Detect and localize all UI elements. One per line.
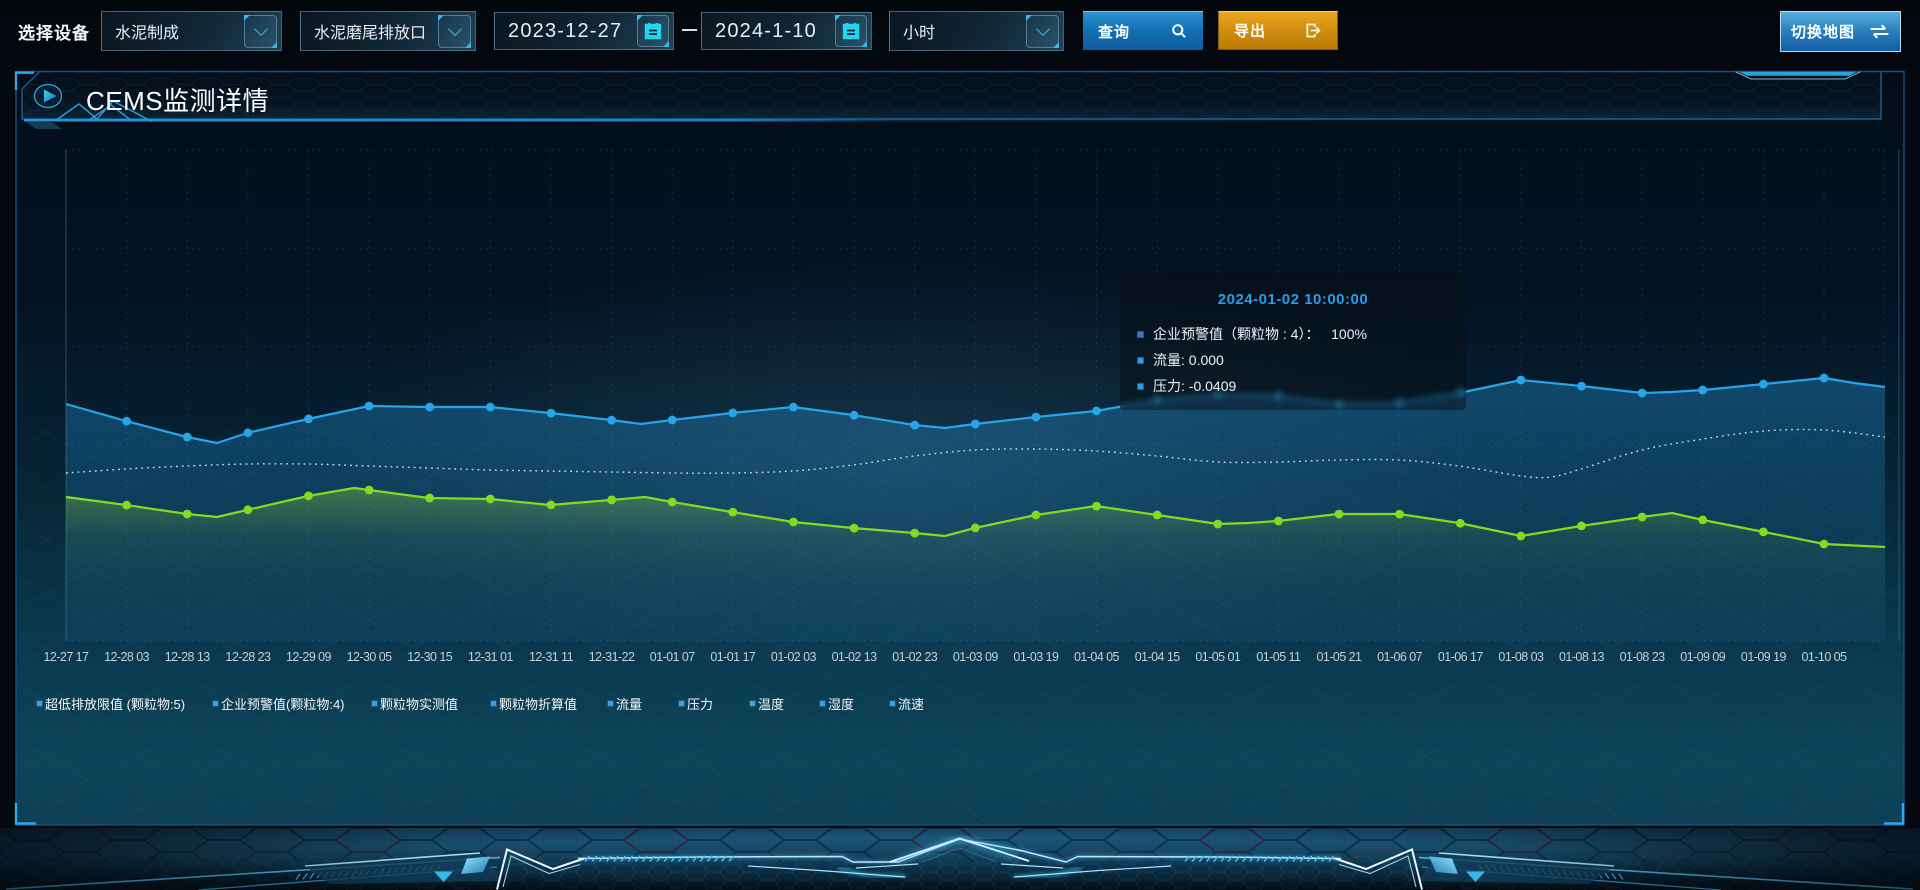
svg-text:01-09 09: 01-09 09 bbox=[1680, 650, 1726, 664]
svg-text:12-28 13: 12-28 13 bbox=[165, 650, 211, 664]
svg-text:01-05 01: 01-05 01 bbox=[1195, 650, 1241, 664]
svg-text:01-08 13: 01-08 13 bbox=[1559, 650, 1605, 664]
svg-text:01-06 17: 01-06 17 bbox=[1438, 650, 1484, 664]
svg-text:01-08 03: 01-08 03 bbox=[1498, 650, 1544, 664]
svg-text:12-28 03: 12-28 03 bbox=[104, 650, 150, 664]
svg-text:01-09 19: 01-09 19 bbox=[1741, 650, 1787, 664]
svg-text:01-05 11: 01-05 11 bbox=[1256, 650, 1301, 664]
svg-text:01-03 09: 01-03 09 bbox=[953, 650, 999, 664]
svg-text:01-10 05: 01-10 05 bbox=[1802, 650, 1848, 664]
svg-text:12-27 17: 12-27 17 bbox=[44, 650, 90, 664]
svg-text:12-31 01: 12-31 01 bbox=[468, 650, 514, 664]
svg-text:01-06 07: 01-06 07 bbox=[1377, 650, 1423, 664]
svg-text:01-02 03: 01-02 03 bbox=[771, 650, 817, 664]
svg-text:01-04 05: 01-04 05 bbox=[1074, 650, 1120, 664]
svg-text:12-29 09: 12-29 09 bbox=[286, 650, 332, 664]
svg-text:01-08 23: 01-08 23 bbox=[1620, 650, 1666, 664]
svg-text:01-02 13: 01-02 13 bbox=[832, 650, 878, 664]
svg-text:12-31 11: 12-31 11 bbox=[529, 650, 574, 664]
svg-text:12-28 23: 12-28 23 bbox=[225, 650, 271, 664]
svg-text:01-01 07: 01-01 07 bbox=[650, 650, 696, 664]
svg-text:01-01 17: 01-01 17 bbox=[710, 650, 756, 664]
svg-text:01-03 19: 01-03 19 bbox=[1013, 650, 1059, 664]
svg-text:12-30 15: 12-30 15 bbox=[407, 650, 453, 664]
svg-text:12-31-22: 12-31-22 bbox=[589, 650, 635, 664]
svg-text:01-04 15: 01-04 15 bbox=[1135, 650, 1181, 664]
svg-text:01-05 21: 01-05 21 bbox=[1317, 650, 1363, 664]
svg-text:12-30 05: 12-30 05 bbox=[347, 650, 393, 664]
svg-text:01-02 23: 01-02 23 bbox=[892, 650, 938, 664]
